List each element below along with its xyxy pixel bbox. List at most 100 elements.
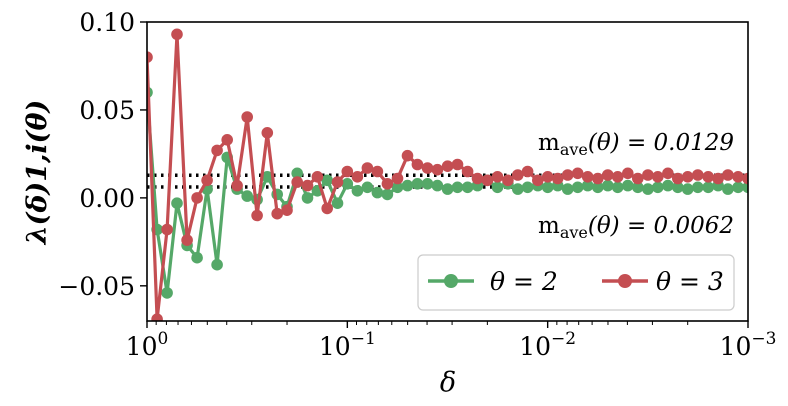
- series-1-point-12: [261, 127, 274, 139]
- series-0-point-60: [742, 181, 748, 194]
- series-1-point-60: [742, 172, 748, 185]
- series-0-point-10: [241, 190, 253, 202]
- series-1-point-32: [461, 165, 474, 178]
- x-tick-label-3: 10−3: [720, 329, 777, 361]
- x-tick-label-1: 10−1: [319, 329, 376, 361]
- x-tick-label-base-3: 10: [720, 332, 752, 361]
- series-1-point-25: [391, 172, 404, 185]
- annotation-lower: mave(θ) = 0.0062: [538, 213, 734, 242]
- series-1-point-51: [652, 171, 664, 183]
- series-1-point-33: [471, 172, 484, 185]
- series-1-point-7: [211, 144, 223, 157]
- series-1-point-38: [521, 165, 534, 178]
- series-1-point-52: [662, 167, 674, 180]
- legend-label-theta-2: θ = 2: [490, 267, 558, 296]
- x-axis-label: δ: [440, 367, 456, 398]
- series-0-point-24: [381, 188, 394, 201]
- series-0-point-49: [632, 181, 644, 194]
- series-1-point-49: [632, 172, 644, 185]
- series-0-point-50: [642, 183, 654, 195]
- series-0-point-18: [321, 174, 334, 187]
- series-0-point-31: [451, 181, 464, 194]
- series-1-point-15: [291, 176, 304, 188]
- x-tick-label-2: 10−2: [519, 329, 576, 361]
- series-1-point-46: [602, 169, 614, 181]
- plot-area: [147, 173, 748, 189]
- series-0-point-23: [371, 186, 384, 199]
- series-1-point-3: [171, 28, 183, 41]
- y-tick-label-1: 0.05: [79, 96, 135, 125]
- y-tick-label-3: −0.05: [58, 272, 135, 301]
- x-tick-label-0: 100: [126, 329, 169, 361]
- series-1-point-50: [642, 169, 654, 181]
- series-1-point-14: [281, 204, 293, 216]
- series-1-point-45: [592, 172, 604, 185]
- y-tick-label-0: 0.10: [79, 8, 135, 37]
- series-1-point-29: [431, 163, 444, 176]
- series-0-point-46: [602, 179, 614, 192]
- series-1-point-59: [732, 171, 744, 183]
- series-0-point-19: [331, 197, 344, 209]
- annotation-lower-rest: (θ) = 0.0062: [588, 213, 734, 239]
- series-1-point-55: [692, 169, 704, 181]
- x-tick-label-base-2: 10: [519, 332, 551, 361]
- annotation-upper-rest: (θ) = 0.0129: [588, 130, 734, 156]
- series-1-point-58: [722, 169, 734, 181]
- annotation-upper-sub: ave: [560, 140, 588, 159]
- series-0-point-40: [541, 181, 554, 194]
- series-0-point-12: [261, 171, 274, 183]
- series-0-point-26: [401, 179, 414, 192]
- series-layer: [147, 28, 748, 321]
- series-1-point-24: [381, 178, 394, 190]
- series-0-point-52: [662, 179, 674, 192]
- series-0-point-2: [161, 287, 173, 299]
- series-1-point-8: [221, 134, 233, 146]
- series-0-point-35: [491, 181, 504, 194]
- annotation-lower-m: m: [538, 213, 560, 239]
- series-1-point-16: [301, 179, 314, 192]
- series-1-point-54: [681, 171, 694, 183]
- series-1-point-18: [321, 202, 334, 215]
- series-0-point-58: [722, 183, 734, 195]
- series-0-point-44: [581, 179, 594, 192]
- series-1-point-11: [251, 209, 263, 222]
- series-1-point-19: [331, 176, 344, 188]
- series-1-point-20: [341, 165, 354, 178]
- series-1-point-2: [161, 223, 173, 236]
- series-0-point-15: [291, 167, 304, 180]
- series-0-point-38: [521, 181, 534, 194]
- series-1-point-31: [451, 158, 464, 171]
- legend-marker-theta-2: [444, 274, 458, 288]
- series-0-point-48: [622, 179, 634, 192]
- series-0-point-25: [391, 181, 404, 194]
- series-1-point-10: [241, 111, 253, 123]
- annotation-lower-sub: ave: [560, 223, 588, 242]
- series-1-point-6: [201, 174, 213, 187]
- series-1-point-53: [672, 172, 684, 185]
- axes-frame: [146, 21, 749, 322]
- x-tick-label-base-1: 10: [319, 332, 351, 361]
- series-0-point-51: [652, 181, 664, 194]
- y-tick-label-2: 0.00: [79, 184, 135, 213]
- series-0-point-21: [351, 185, 364, 197]
- series-1-point-23: [371, 165, 384, 178]
- annotation-upper: mave(θ) = 0.0129: [538, 130, 734, 159]
- series-0-point-29: [431, 179, 444, 192]
- series-0-point-32: [461, 181, 474, 194]
- series-1-point-44: [581, 171, 594, 183]
- series-0-point-55: [692, 181, 704, 194]
- series-1-point-42: [561, 169, 574, 181]
- series-0-point-45: [592, 181, 604, 194]
- x-tick-label-exp-2: −2: [551, 329, 576, 349]
- series-1-point-1: [151, 313, 163, 321]
- x-tick-label-base-0: 10: [126, 332, 158, 361]
- series-1-point-47: [611, 171, 624, 183]
- series-0-point-37: [512, 183, 524, 195]
- series-0-point-59: [732, 181, 744, 194]
- series-0-point-16: [301, 192, 314, 204]
- series-1-point-41: [551, 172, 564, 185]
- x-tick-label-exp-3: −3: [751, 329, 776, 349]
- series-0-point-56: [702, 181, 714, 194]
